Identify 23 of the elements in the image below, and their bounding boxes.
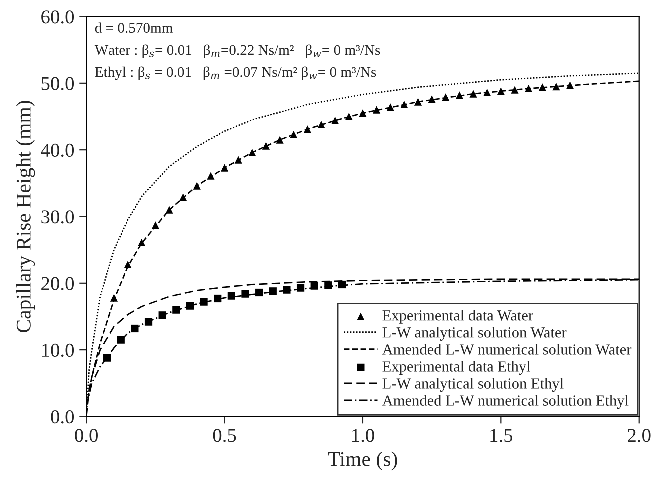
y-tick-label: 30.0 [42, 210, 74, 224]
x-tick-label: 1.0 [352, 429, 374, 442]
x-axis-title: Time (s) [328, 452, 398, 471]
legend-label: Experimental data Water [382, 310, 534, 324]
y-tick-label: 50.0 [42, 77, 74, 90]
y-tick-label: 60.0 [42, 10, 74, 24]
y-tick-label: 40.0 [41, 144, 74, 158]
annotation: d = 0.570mm [95, 22, 173, 34]
annotation: Water : β$_{s}$= 0.01 β$_{m}$=0.22 Ns/m² β$_{w}$= 0 m³/Ns [94, 44, 380, 58]
x-tick-label: 2.0 [628, 429, 651, 442]
x-tick-label: 1.5 [490, 429, 513, 442]
y-axis-title: Capillary Rise Height (mm) [16, 101, 36, 332]
legend-label: L-W analytical solution Water [382, 327, 567, 341]
annotation: Ethyl : β$_{s}$ = 0.01 β$_{m}$ =0.07 Ns/m² β$_{w}$= 0 m³/Ns [95, 66, 376, 80]
y-tick-label: 0.0 [51, 410, 74, 424]
legend-label: Experimental data Ethyl [382, 361, 531, 375]
legend-label: Amended L-W numerical solution Ethyl [382, 395, 629, 410]
y-tick-label: 20.0 [42, 277, 74, 290]
legend-label: L-W analytical solution Ethyl [382, 378, 564, 392]
legend-label: Amended L-W numerical solution Water [382, 344, 632, 355]
x-tick-label: 0.5 [213, 429, 236, 442]
y-tick-label: 10.0 [42, 344, 74, 358]
x-tick-label: 0.0 [75, 429, 98, 442]
